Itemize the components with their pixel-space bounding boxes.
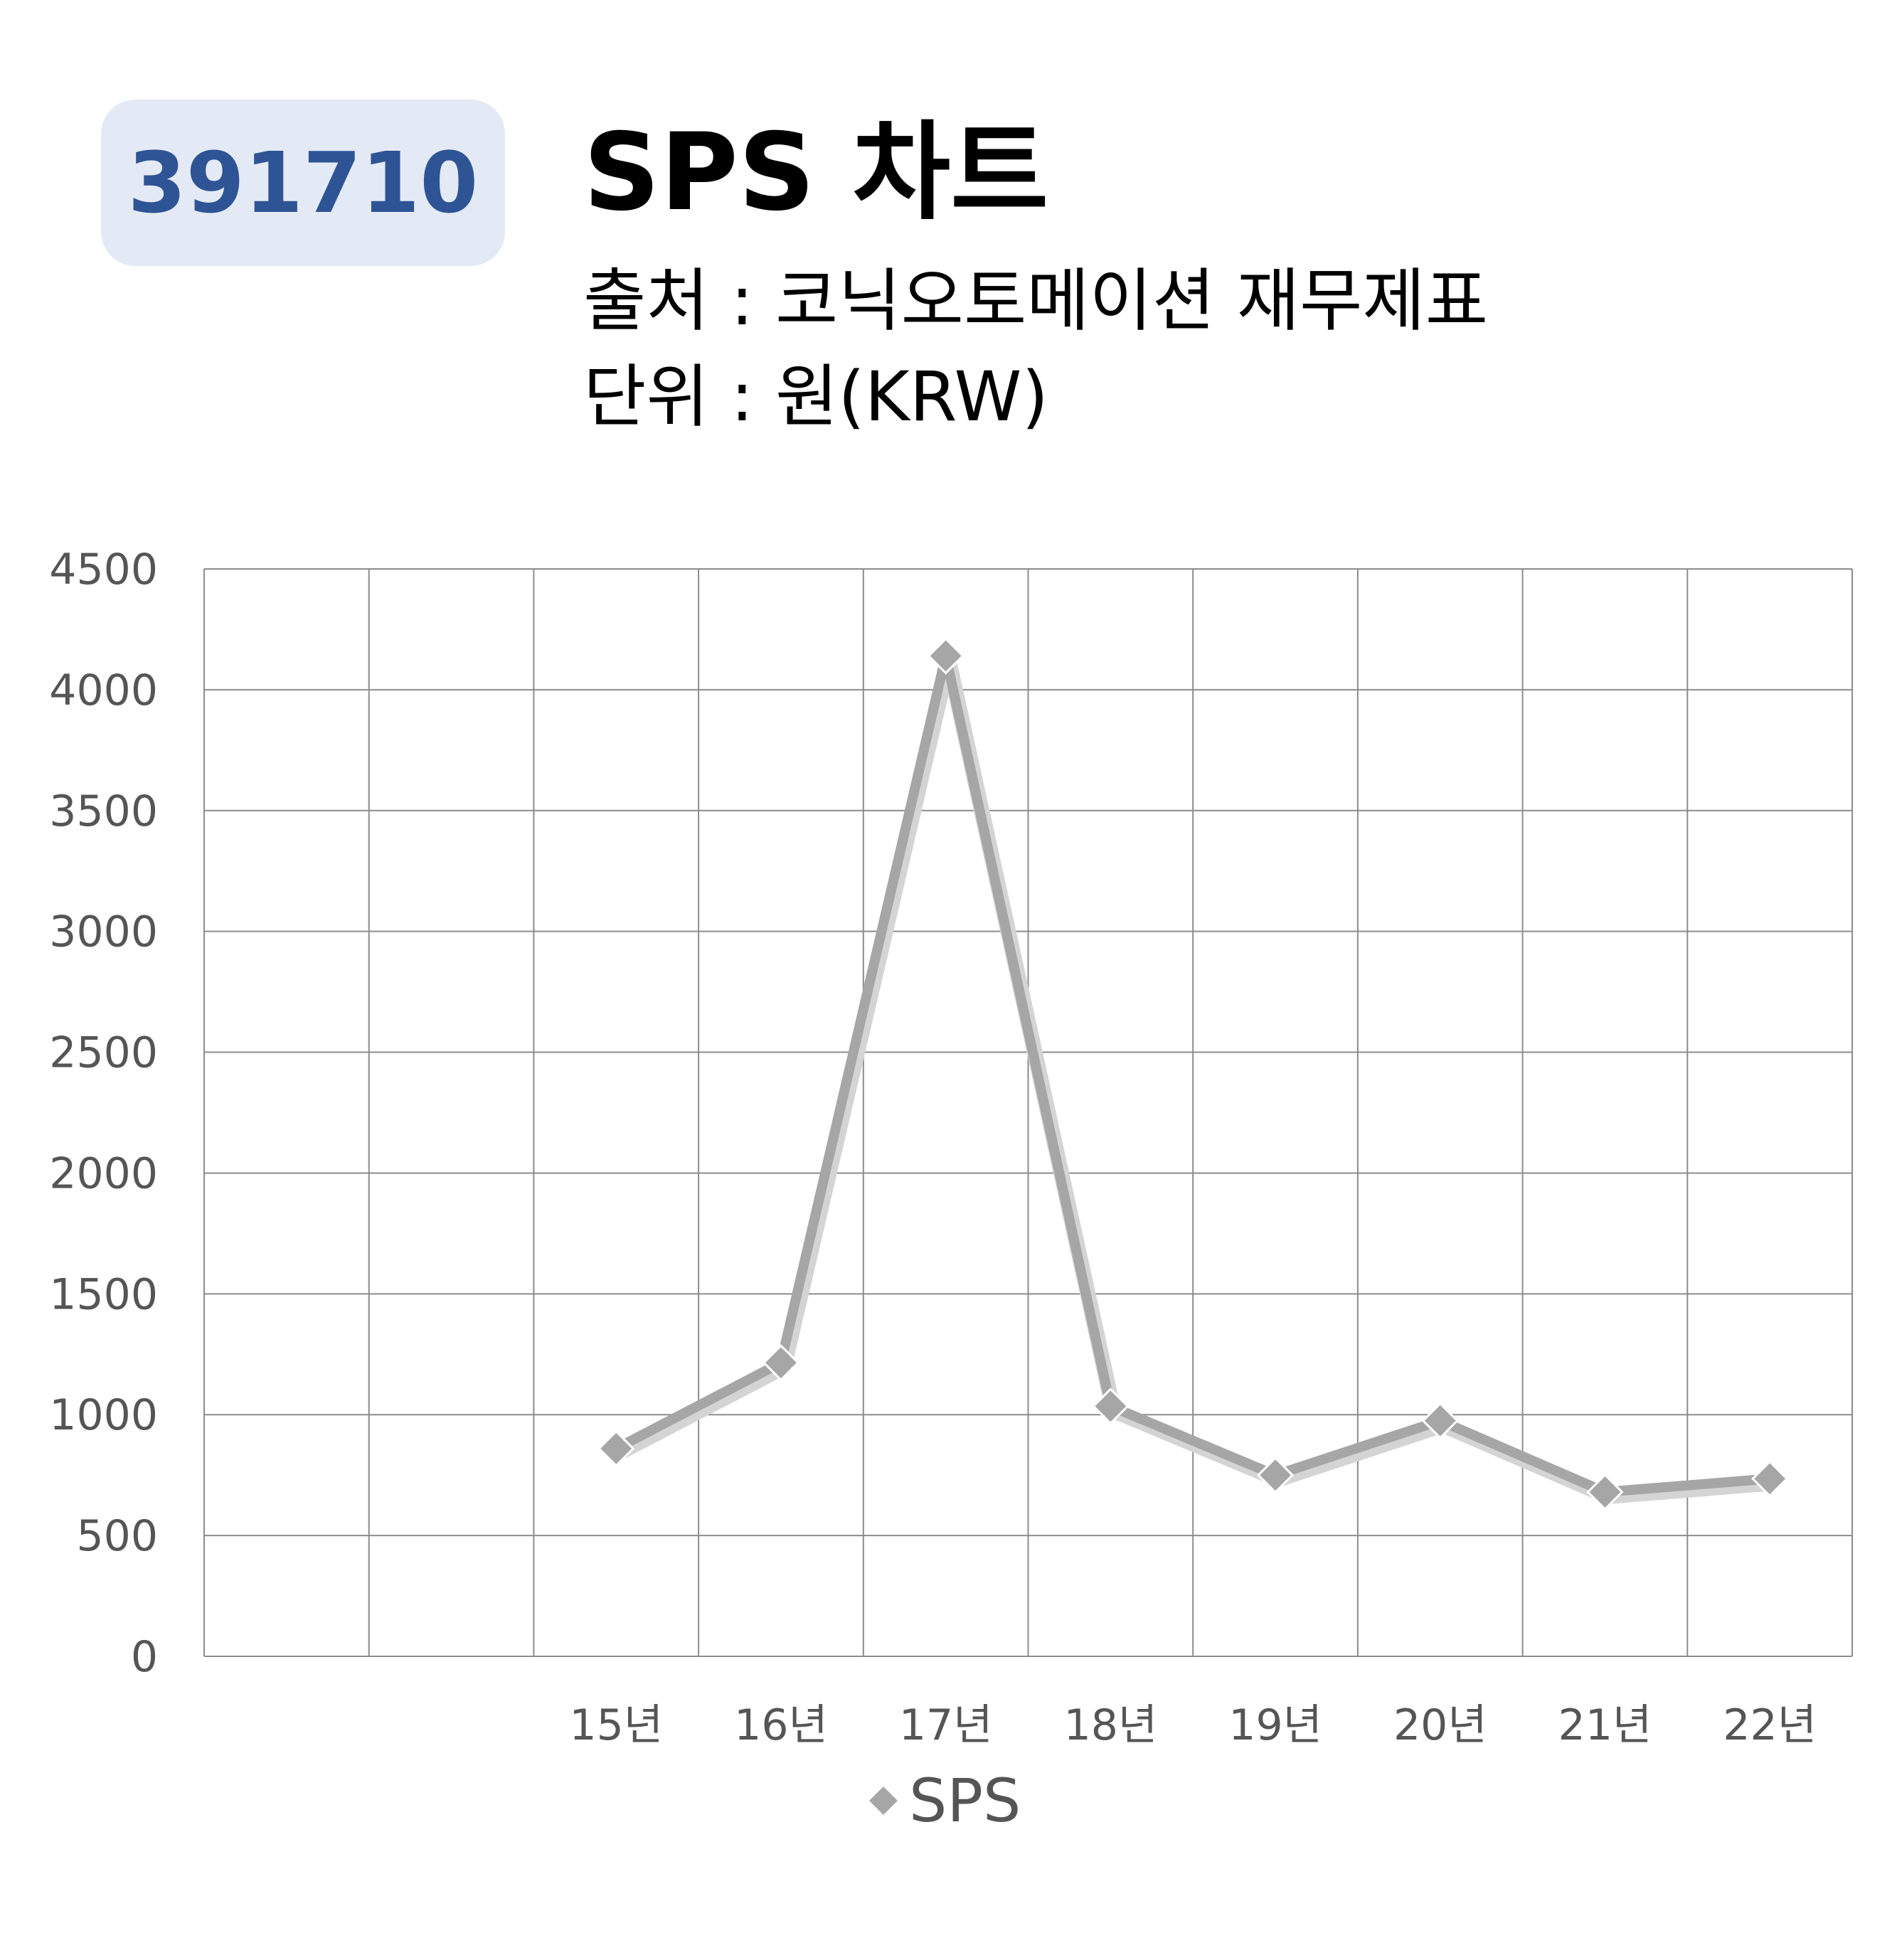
y-tick-label: 1500	[49, 1269, 158, 1319]
data-point-marker	[762, 1344, 800, 1382]
y-tick-label: 2000	[49, 1149, 158, 1198]
x-axis-ticks: 15년 16년 17년 18년 19년 20년 21년 22년	[569, 1700, 1816, 1750]
x-tick-label: 22년	[1723, 1700, 1817, 1750]
y-tick-label: 3500	[49, 787, 158, 836]
gridlines	[203, 568, 1853, 1657]
x-tick-label: 20년	[1393, 1700, 1487, 1750]
y-tick-label: 4500	[49, 545, 158, 595]
y-axis-ticks: 0 500 1000 1500 2000 2500 3000 3500 4000 4500	[49, 545, 158, 1682]
y-tick-label: 3000	[49, 907, 158, 957]
legend-marker-diamond	[866, 1783, 901, 1818]
legend: SPS	[866, 1766, 1021, 1836]
data-point-marker	[1751, 1460, 1789, 1498]
unit-note: 단위 : 원(KRW)	[583, 357, 1048, 437]
x-tick-label: 18년	[1064, 1700, 1158, 1750]
data-point-marker	[927, 637, 965, 675]
data-point-marker	[1092, 1388, 1130, 1425]
y-tick-label: 2500	[49, 1028, 158, 1078]
data-point-marker	[1586, 1473, 1624, 1511]
series-sps	[597, 637, 1789, 1511]
x-tick-label: 21년	[1558, 1700, 1652, 1750]
stock-code-badge: 391710	[101, 100, 505, 266]
legend-label-sps: SPS	[909, 1766, 1021, 1836]
x-tick-label: 17년	[899, 1700, 993, 1750]
x-tick-label: 16년	[734, 1700, 828, 1750]
data-point-marker	[1256, 1456, 1295, 1494]
data-point-marker	[1421, 1402, 1459, 1439]
chart-title: SPS 차트	[583, 111, 1049, 235]
x-tick-label: 15년	[569, 1700, 663, 1750]
y-tick-label: 4000	[49, 666, 158, 715]
y-tick-label: 1000	[49, 1390, 158, 1440]
data-point-marker	[597, 1429, 635, 1467]
y-tick-label: 500	[76, 1511, 158, 1561]
stock-code: 391710	[127, 134, 479, 232]
x-tick-label: 19년	[1228, 1700, 1322, 1750]
y-tick-label: 0	[131, 1632, 158, 1682]
source-note: 출처 : 코닉오토메이션 재무제표	[583, 261, 1489, 341]
series-line-shadow	[611, 652, 1781, 1504]
series-line-sps	[611, 651, 1775, 1497]
